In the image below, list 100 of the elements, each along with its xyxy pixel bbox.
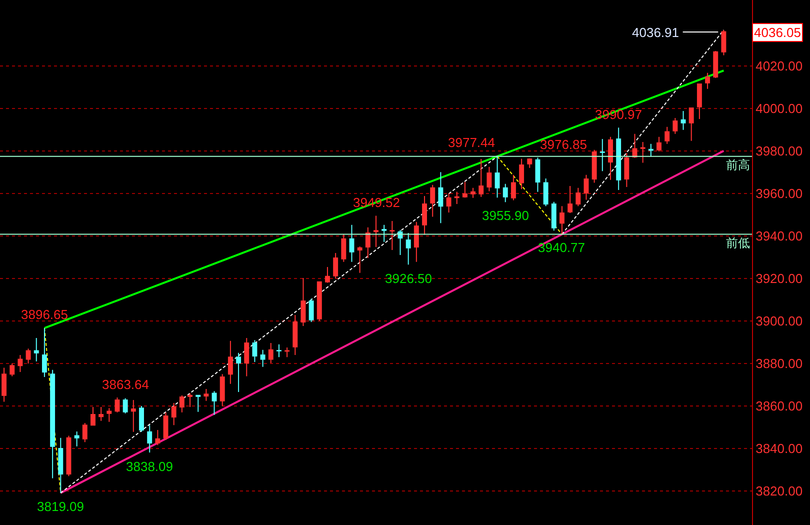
candlestick: [252, 340, 258, 362]
candlestick: [713, 50, 718, 79]
candlestick: [462, 181, 468, 198]
candlestick: [648, 143, 654, 157]
candlestick: [26, 348, 31, 364]
annotation: 3955.90: [482, 208, 529, 223]
candlestick: [106, 408, 112, 422]
candlestick: [10, 362, 15, 377]
candlestick: [600, 138, 605, 172]
candlestick: [2, 367, 7, 402]
candlestick: [494, 156, 500, 198]
ref-line-label: 前高: [726, 158, 750, 172]
candlestick: [268, 342, 274, 364]
candlestick: [308, 298, 314, 323]
candlestick: [341, 234, 346, 262]
candlestick: [374, 215, 378, 248]
candlestick: [656, 136, 662, 152]
candlestick: [446, 192, 452, 214]
candlestick: [551, 201, 556, 232]
candlestick: [228, 340, 233, 384]
annotation: 3838.09: [126, 459, 173, 474]
candlestick: [196, 394, 201, 412]
y-tick-label: 4020.00: [756, 58, 803, 74]
candlestick: [163, 412, 168, 440]
candlestick: [478, 158, 484, 198]
annotation: 3863.64: [102, 377, 149, 392]
candlestick: [34, 337, 39, 362]
y-tick-label: 3900.00: [756, 314, 803, 328]
candlestick: [325, 266, 330, 284]
candlestick: [18, 354, 23, 372]
y-tick-label: 3940.00: [756, 228, 803, 244]
candlestick: [640, 141, 646, 164]
candlestick: [519, 158, 524, 190]
candlestick: [406, 232, 411, 266]
candlestick: [502, 183, 508, 203]
candlestick: [624, 152, 630, 188]
candlestick: [382, 224, 387, 242]
candlestick: [179, 394, 184, 413]
candlestick: [486, 166, 492, 192]
candlestick: [292, 314, 298, 356]
y-tick-label: 3840.00: [756, 441, 803, 456]
candlestick: [139, 405, 144, 432]
candlestick: [58, 437, 64, 494]
candlestick: [171, 402, 176, 426]
candlestick: [114, 396, 120, 413]
candlestick: [90, 406, 96, 426]
candlestick: [220, 374, 225, 406]
candlestick: [130, 400, 136, 432]
candlestick: [543, 178, 548, 207]
y-tick-label: 3820.00: [756, 484, 803, 499]
candlestick: [688, 107, 694, 142]
candlestick: [300, 278, 306, 327]
y-tick-label: 3980.00: [756, 143, 803, 158]
candlestick: [82, 422, 88, 443]
candlestick: [244, 337, 250, 377]
annotation: 3896.65: [21, 307, 68, 322]
candlestick: [349, 224, 354, 262]
candlestick: [74, 430, 80, 447]
y-tick-label: 3960.00: [756, 186, 803, 201]
ref-line-label: 前低: [726, 236, 750, 250]
candlestick: [122, 398, 128, 414]
candlestick: [236, 352, 242, 392]
candlestick: [592, 149, 597, 184]
y-tick-label: 4000.00: [756, 100, 803, 116]
candlestick: [333, 252, 338, 279]
candlestick: [260, 349, 266, 368]
candlestick: [365, 226, 370, 259]
candlestick: [632, 133, 638, 158]
candlestick: [42, 328, 47, 378]
candlestick: [147, 424, 152, 454]
y-tick-label: 3860.00: [756, 398, 803, 414]
candlestick: [204, 388, 209, 402]
candlestick: [390, 220, 395, 250]
candlestick: [212, 390, 217, 416]
y-tick-label: 3880.00: [756, 356, 803, 372]
candlestick: [155, 429, 160, 446]
candlestick: [284, 347, 290, 358]
candlestick: [584, 174, 589, 200]
annotation: 3940.77: [538, 240, 585, 255]
annotation: 3976.85: [540, 137, 587, 152]
candlestick: [422, 195, 427, 236]
candlestick: [510, 174, 516, 201]
candlestick: [680, 110, 686, 130]
candlestick: [357, 246, 362, 274]
candlestick: [616, 127, 622, 191]
candlestick: [527, 158, 532, 168]
candlestick: [454, 191, 460, 205]
y-tick-label: 3920.00: [756, 270, 803, 286]
candlestick: [664, 126, 670, 144]
candlestick: [721, 29, 726, 56]
candlestick: [696, 83, 702, 120]
candlestick: [705, 72, 710, 90]
candlestick: [430, 184, 436, 218]
candlestick: [66, 435, 72, 477]
candlestick: [276, 344, 282, 358]
annotation: 3926.50: [385, 271, 432, 286]
candlestick: [98, 406, 104, 422]
candlestick: [535, 157, 540, 192]
candlestick: [188, 392, 192, 408]
candlestick: [608, 136, 613, 180]
